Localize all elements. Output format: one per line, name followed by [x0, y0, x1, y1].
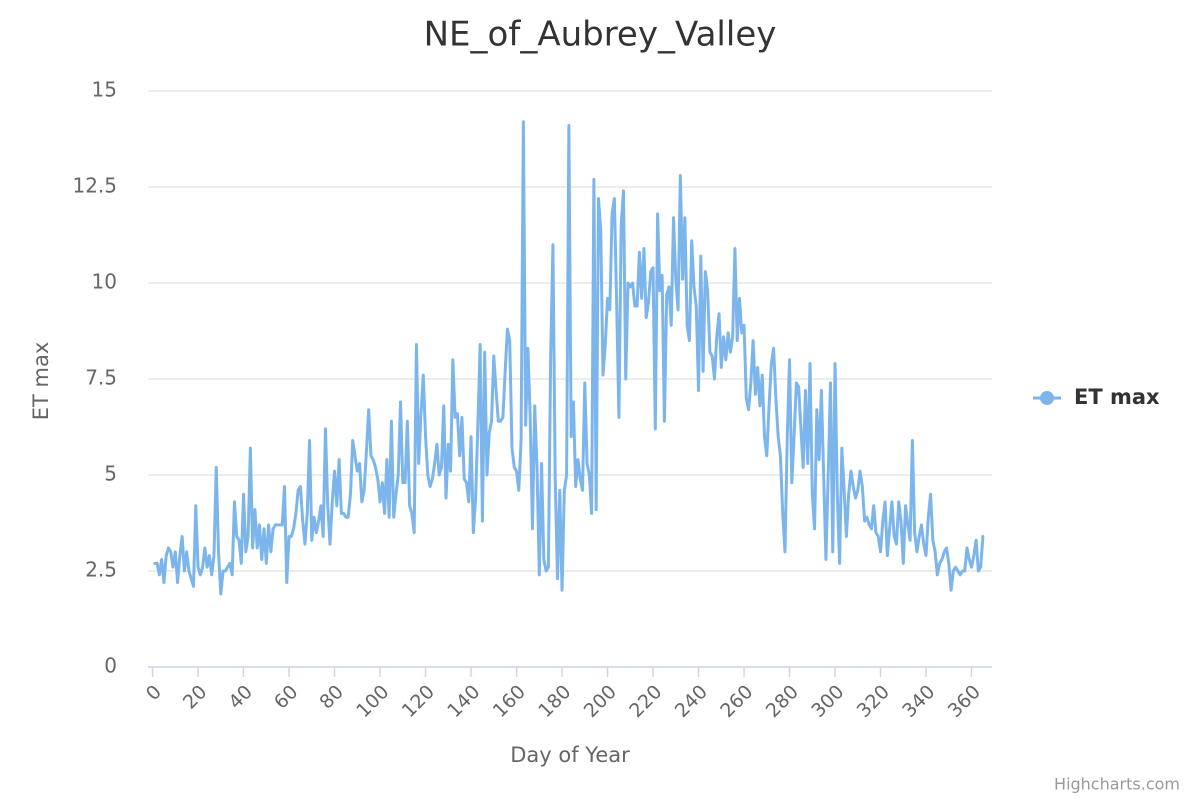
x-axis-title: Day of Year — [510, 743, 630, 767]
y-tick-label: 7.5 — [85, 366, 117, 390]
y-tick-label: 5 — [104, 462, 117, 486]
y-tick-label: 12.5 — [72, 174, 117, 198]
series-line — [153, 120, 985, 596]
y-axis-title: ET max — [29, 342, 53, 421]
y-tick-label: 2.5 — [85, 558, 117, 582]
credits[interactable]: Highcharts.com — [1054, 775, 1180, 794]
y-tick-label: 0 — [104, 654, 117, 678]
y-tick-label: 15 — [92, 78, 117, 102]
legend-label[interactable]: ET max — [1074, 385, 1160, 409]
legend-marker[interactable] — [1040, 391, 1054, 405]
chart-title: NE_of_Aubrey_Valley — [424, 15, 777, 55]
y-tick-label: 10 — [92, 270, 117, 294]
